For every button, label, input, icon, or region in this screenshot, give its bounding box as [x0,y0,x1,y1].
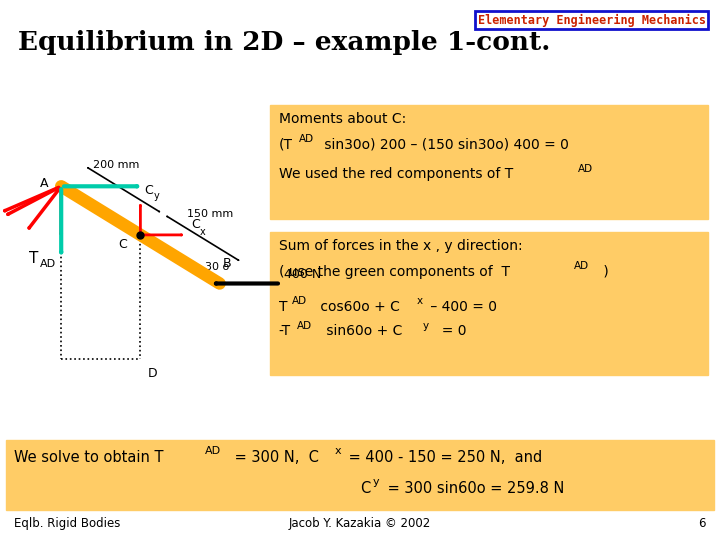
Text: C: C [119,238,127,251]
Text: x: x [200,226,206,237]
Bar [6,440,714,510]
Text: B: B [223,257,232,270]
Text: cos60o + C: cos60o + C [316,300,400,314]
Text: AD: AD [205,446,221,456]
Text: AD: AD [292,296,307,307]
Text: 30 o: 30 o [205,262,230,272]
Text: AD: AD [297,321,312,331]
Text: – 400 = 0: – 400 = 0 [426,300,498,314]
Text: C: C [191,218,199,231]
Text: Equilibrium in 2D – example 1-cont.: Equilibrium in 2D – example 1-cont. [18,30,550,55]
Text: AD: AD [40,259,55,269]
Text: D: D [148,367,157,380]
Text: = 400 - 150 = 250 N,  and: = 400 - 150 = 250 N, and [344,450,542,465]
Text: x: x [417,296,423,307]
Bar [270,232,708,375]
Text: Moments about C:: Moments about C: [279,112,406,126]
Text: AD: AD [299,134,314,145]
Text: Eqlb. Rigid Bodies: Eqlb. Rigid Bodies [14,517,121,530]
Text: = 300 sin60o = 259.8 N: = 300 sin60o = 259.8 N [383,481,564,496]
Text: AD: AD [574,261,589,272]
Text: Sum of forces in the x , y direction:: Sum of forces in the x , y direction: [279,239,522,253]
Text: Elementary Engineering Mechanics: Elementary Engineering Mechanics [477,14,706,26]
Text: (T: (T [279,138,292,152]
Text: We solve to obtain T: We solve to obtain T [14,450,164,465]
Text: T: T [29,251,38,266]
Text: 200 mm: 200 mm [93,160,140,170]
Text: ( use the green components of  T: ( use the green components of T [279,265,510,279]
Text: Jacob Y. Kazakia © 2002: Jacob Y. Kazakia © 2002 [289,517,431,530]
Text: A: A [40,177,48,190]
Text: AD: AD [577,164,593,174]
Text: C: C [360,481,370,496]
Text: 150 mm: 150 mm [187,208,233,219]
Text: y: y [154,191,160,201]
Text: 400 N: 400 N [284,268,322,281]
Text: 6: 6 [698,517,706,530]
Text: sin30o) 200 – (150 sin30o) 400 = 0: sin30o) 200 – (150 sin30o) 400 = 0 [320,138,570,152]
Text: T: T [279,300,287,314]
Text: ): ) [599,265,609,279]
Text: sin60o + C: sin60o + C [322,324,402,338]
Text: = 0: = 0 [433,324,467,338]
Text: C: C [145,184,153,197]
Text: x: x [335,446,341,456]
Text: y: y [373,477,379,487]
Text: y: y [423,321,429,331]
Text: We used the red components of T: We used the red components of T [279,167,513,181]
Text: = 300 N,  C: = 300 N, C [230,450,319,465]
Text: -T: -T [279,324,291,338]
Bar [270,105,708,219]
